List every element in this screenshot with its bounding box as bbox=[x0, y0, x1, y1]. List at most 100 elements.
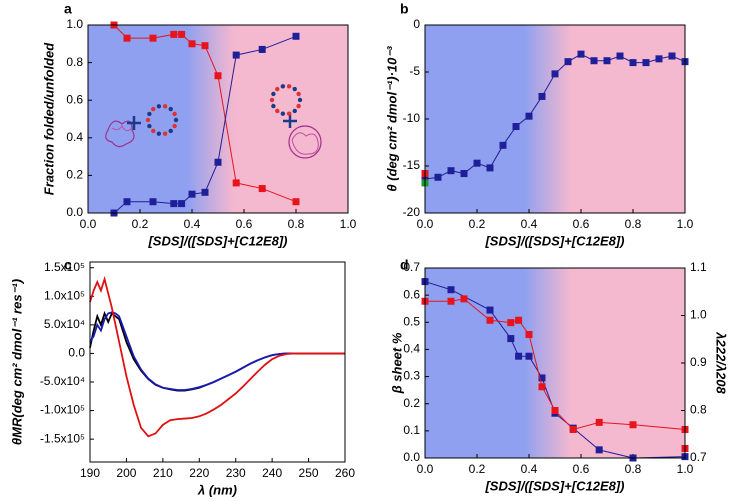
x-tick-label: 1.0 bbox=[677, 462, 694, 476]
micelle-head bbox=[168, 128, 173, 134]
x-tick-label: 210 bbox=[153, 466, 173, 480]
plot-frame bbox=[424, 267, 686, 459]
y-tick-label: 0.0 bbox=[68, 346, 85, 360]
data-point bbox=[595, 418, 603, 426]
data-point bbox=[538, 92, 546, 100]
y2-tick-label: 0.7 bbox=[690, 450, 707, 464]
micelle-head bbox=[269, 97, 275, 103]
data-point bbox=[577, 50, 585, 58]
plot-frame bbox=[424, 24, 686, 214]
x-tick-label: 1.0 bbox=[340, 217, 357, 231]
data-point bbox=[551, 407, 559, 414]
micelle-head bbox=[168, 106, 173, 112]
y-tick-label: -1.0x10⁵ bbox=[40, 403, 85, 417]
data-point bbox=[595, 446, 603, 454]
series-line bbox=[89, 310, 345, 392]
micelle-head bbox=[275, 86, 280, 92]
data-point bbox=[123, 198, 131, 206]
panel: c 190 200 210 220 230 240 250 260 1.5x10⁵ 1.0x10⁵ 5… bbox=[9, 257, 355, 498]
y2-tick-label: 1.0 bbox=[690, 308, 707, 322]
y-tick-label: 0.0 bbox=[66, 205, 83, 219]
panel-label: a bbox=[64, 1, 72, 17]
x-tick-label: 1.0 bbox=[677, 217, 694, 231]
data-point bbox=[170, 200, 178, 208]
micelle-head bbox=[292, 108, 297, 114]
data-point bbox=[434, 173, 442, 181]
micelle-head bbox=[286, 111, 292, 116]
data-point bbox=[447, 286, 455, 294]
y-tick-label: 0.0 bbox=[403, 450, 420, 464]
micelle-head bbox=[156, 131, 162, 136]
y-tick-label: 1.0x10⁵ bbox=[44, 288, 85, 302]
x-tick-label: 0.2 bbox=[469, 217, 486, 231]
y-tick-label: -5 bbox=[409, 64, 420, 78]
data-point bbox=[214, 158, 222, 166]
x-axis-label: [SDS]/([SDS]+[C12E8]) bbox=[484, 233, 624, 248]
micelle-head bbox=[280, 111, 286, 116]
data-point bbox=[258, 45, 266, 53]
series-line bbox=[89, 311, 345, 391]
data-point bbox=[551, 70, 559, 78]
series-line bbox=[425, 298, 686, 449]
y-tick-label: -1.5x10⁵ bbox=[40, 431, 85, 445]
y-tick-label: 0 bbox=[413, 17, 420, 31]
y-axis-label: θMR(deg cm² dmol⁻¹ res⁻¹) bbox=[9, 279, 24, 445]
y-tick-label: 1.0 bbox=[66, 17, 83, 31]
data-point bbox=[515, 352, 523, 360]
micelle-head bbox=[280, 84, 286, 89]
data-point bbox=[629, 421, 637, 429]
y-tick-label: 0.4 bbox=[66, 130, 83, 144]
series-line bbox=[89, 275, 345, 438]
data-point bbox=[201, 42, 209, 50]
y2-axis-label: λ222/λ208 bbox=[714, 331, 729, 394]
y-axis-label: Fraction folded/unfolded bbox=[41, 42, 56, 195]
data-point bbox=[655, 55, 663, 63]
micelle-head bbox=[162, 104, 168, 109]
micelle-head bbox=[156, 104, 162, 109]
x-axis-label: [SDS]/([SDS]+[C12E8]) bbox=[484, 478, 624, 493]
data-point bbox=[170, 30, 178, 38]
data-point bbox=[538, 374, 546, 382]
y2-tick-label: 1.1 bbox=[690, 260, 707, 274]
plot-background bbox=[425, 25, 685, 213]
data-point bbox=[447, 167, 455, 175]
x-tick-label: 0.0 bbox=[80, 217, 97, 231]
plot-background bbox=[88, 25, 348, 213]
data-point bbox=[525, 352, 533, 360]
data-point bbox=[525, 112, 533, 120]
x-tick-label: 0.6 bbox=[573, 462, 590, 476]
micelle-head bbox=[162, 131, 168, 136]
x-tick-label: 0.2 bbox=[132, 217, 149, 231]
x-tick-label: 200 bbox=[116, 466, 136, 480]
micelle-head bbox=[147, 111, 152, 117]
y2-tick-label: 0.9 bbox=[690, 355, 707, 369]
data-point bbox=[486, 164, 494, 172]
data-point bbox=[564, 58, 572, 66]
data-point bbox=[188, 190, 196, 198]
micelle-head bbox=[296, 91, 301, 97]
micelle-head bbox=[173, 117, 179, 123]
y-tick-label: 0.4 bbox=[403, 342, 420, 356]
data-point bbox=[178, 200, 186, 208]
x-axis-label: [SDS]/([SDS]+[C12E8]) bbox=[147, 233, 287, 248]
y-axis-label: θ (deg cm² dmol⁻¹)·10⁻³ bbox=[384, 46, 399, 192]
micelle-head bbox=[271, 103, 276, 109]
data-point bbox=[486, 316, 494, 324]
panel-label: c bbox=[64, 257, 72, 273]
data-point bbox=[232, 51, 240, 59]
micelle-head bbox=[271, 91, 276, 97]
data-point bbox=[447, 297, 455, 305]
micelle-head bbox=[286, 84, 292, 89]
x-tick-label: 0.4 bbox=[521, 217, 538, 231]
data-point bbox=[258, 185, 266, 193]
x-tick-label: 240 bbox=[262, 466, 282, 480]
x-tick-label: 230 bbox=[226, 466, 246, 480]
data-point bbox=[569, 426, 577, 433]
micelle-head bbox=[297, 97, 303, 103]
y-tick-label: 0.2 bbox=[66, 168, 83, 182]
y-tick-label: 0.6 bbox=[403, 287, 420, 301]
data-point bbox=[616, 52, 624, 60]
plot-background bbox=[425, 268, 685, 458]
series-line bbox=[424, 281, 686, 459]
